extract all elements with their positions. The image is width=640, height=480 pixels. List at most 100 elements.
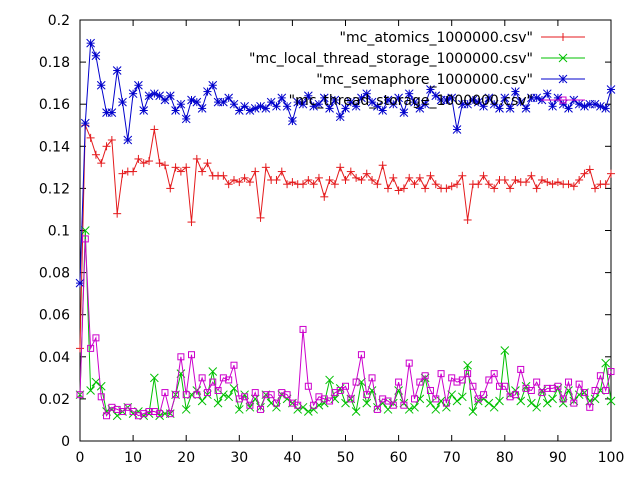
data-point	[176, 167, 185, 176]
data-point	[501, 382, 509, 390]
legend-swatch-marker	[559, 96, 567, 104]
data-point	[473, 97, 483, 107]
data-point	[282, 101, 292, 111]
data-point	[96, 381, 106, 391]
data-point	[240, 173, 249, 182]
data-point	[118, 169, 127, 178]
data-point	[442, 184, 451, 193]
data-point	[495, 104, 504, 113]
data-point	[246, 401, 254, 409]
data-point	[411, 395, 419, 403]
data-point	[415, 104, 425, 113]
data-point	[379, 395, 387, 403]
y-tick-label: 0.16	[39, 97, 70, 113]
legend-entry: "mc_thread_storage_1000000.csv"	[289, 93, 585, 109]
data-point	[346, 167, 355, 176]
data-point	[97, 393, 105, 401]
data-point	[213, 398, 223, 408]
data-point	[538, 389, 546, 397]
x-tick-label: 60	[390, 450, 408, 466]
data-point	[208, 367, 218, 376]
data-point	[416, 378, 424, 386]
data-point	[75, 278, 85, 288]
data-point	[182, 391, 190, 399]
legend: "mc_atomics_1000000.csv" "mc_local_thread…	[249, 30, 585, 109]
data-point	[102, 142, 111, 151]
data-point	[112, 66, 122, 75]
data-point	[224, 392, 234, 402]
data-point	[303, 91, 313, 101]
data-point	[256, 213, 265, 222]
data-point	[214, 386, 222, 394]
data-point	[607, 169, 615, 178]
data-point	[542, 398, 552, 408]
data-point	[330, 180, 339, 189]
data-point	[283, 180, 292, 189]
data-point	[304, 382, 312, 390]
data-point	[606, 85, 616, 94]
data-point	[124, 403, 132, 411]
data-point	[81, 235, 89, 243]
data-point	[304, 175, 313, 184]
data-point	[442, 399, 450, 407]
data-point	[134, 412, 142, 420]
data-point	[357, 351, 365, 359]
data-point	[160, 95, 170, 105]
y-tick-label: 0.2	[48, 13, 70, 29]
data-point	[87, 344, 95, 352]
data-point	[320, 192, 329, 201]
data-point	[91, 377, 101, 387]
data-point	[590, 99, 600, 109]
data-point	[591, 386, 599, 394]
data-point	[346, 97, 356, 107]
data-point	[527, 171, 536, 180]
data-point	[421, 372, 429, 380]
data-point	[399, 108, 409, 117]
data-point	[516, 97, 526, 107]
data-point	[203, 389, 211, 397]
data-point	[484, 93, 494, 103]
data-point	[187, 218, 196, 227]
data-point	[140, 410, 148, 418]
data-point	[533, 378, 541, 386]
data-point	[134, 80, 143, 90]
data-point	[209, 378, 217, 386]
data-point	[549, 384, 557, 392]
data-point	[420, 99, 430, 109]
data-point	[448, 374, 456, 382]
data-point	[373, 101, 382, 111]
data-point	[426, 171, 435, 180]
data-point	[309, 101, 318, 111]
data-point	[272, 399, 280, 407]
data-point	[601, 180, 610, 189]
data-point	[532, 184, 541, 193]
data-point	[155, 91, 165, 101]
data-point	[548, 180, 557, 189]
data-point	[511, 87, 520, 96]
data-point	[453, 180, 462, 189]
data-point	[357, 175, 366, 184]
data-point	[565, 378, 573, 386]
data-point	[267, 391, 275, 399]
data-point	[378, 161, 387, 170]
data-point	[601, 358, 611, 368]
data-point	[298, 99, 308, 109]
data-point	[123, 135, 133, 145]
data-point	[458, 171, 467, 180]
data-point	[362, 398, 372, 408]
data-point	[161, 389, 169, 397]
data-point	[336, 163, 345, 172]
data-point	[341, 104, 350, 113]
data-point	[234, 405, 244, 414]
data-point	[580, 101, 589, 111]
series-line	[79, 238, 612, 417]
data-point	[145, 157, 154, 166]
data-point	[432, 395, 440, 403]
legend-swatch-marker	[558, 53, 568, 63]
data-point	[479, 171, 488, 180]
data-point	[172, 391, 180, 399]
data-point	[315, 393, 323, 401]
data-point	[303, 407, 313, 416]
data-point	[410, 402, 419, 412]
data-point	[198, 374, 206, 382]
